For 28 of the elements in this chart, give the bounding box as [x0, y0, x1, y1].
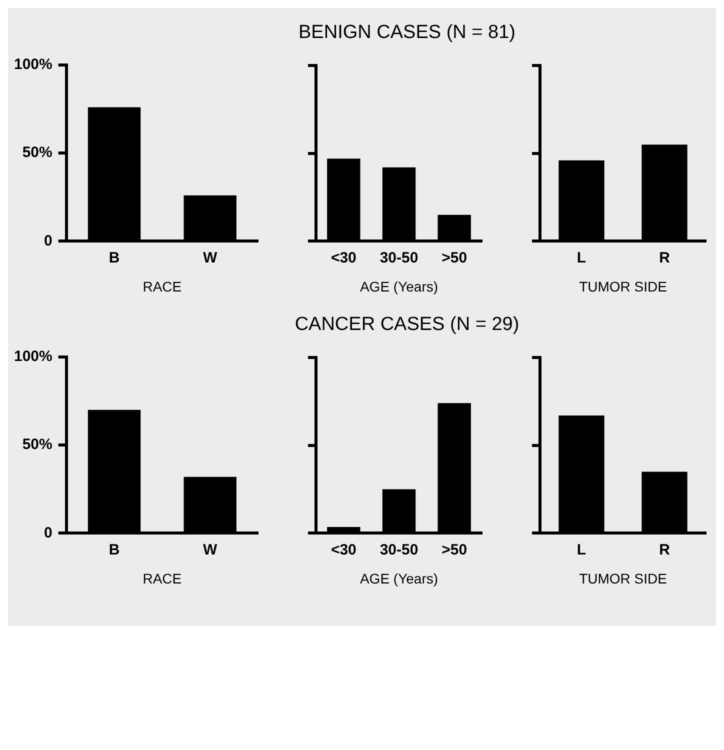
x-axis-title: TUMOR SIDE: [579, 570, 667, 586]
chart-title: BENIGN CASES (N = 81): [298, 22, 516, 44]
x-tick-label: B: [108, 249, 120, 266]
x-tick-label: <30: [330, 249, 356, 266]
y-tick-label: 50%: [22, 436, 52, 454]
x-axis-title: RACE: [142, 278, 182, 294]
y-tick-label: 100%: [14, 56, 52, 74]
x-tick-label: 30-50: [380, 249, 418, 266]
x-tick-label: W: [203, 541, 218, 558]
chart-title: CANCER CASES (N = 29): [294, 314, 520, 336]
x-tick-label: L: [576, 541, 586, 558]
x-tick-label: R: [659, 249, 670, 266]
x-tick-label: >50: [442, 249, 468, 266]
x-tick-label: B: [108, 541, 120, 558]
x-tick-label: <30: [330, 541, 356, 558]
y-tick-label: 50%: [22, 144, 52, 162]
x-tick-label: 30-50: [380, 541, 418, 558]
x-tick-label: R: [659, 541, 670, 558]
x-tick-label: L: [576, 249, 586, 266]
y-tick-label: 0: [44, 232, 52, 250]
x-tick-label: >50: [442, 541, 468, 558]
x-axis-title: TUMOR SIDE: [579, 278, 667, 294]
x-axis-title: AGE (Years): [360, 570, 438, 586]
x-tick-label: W: [203, 249, 218, 266]
x-axis-title: AGE (Years): [360, 278, 438, 294]
x-axis-title: RACE: [142, 570, 182, 586]
y-tick-label: 0: [44, 524, 52, 542]
y-tick-label: 100%: [14, 348, 52, 366]
